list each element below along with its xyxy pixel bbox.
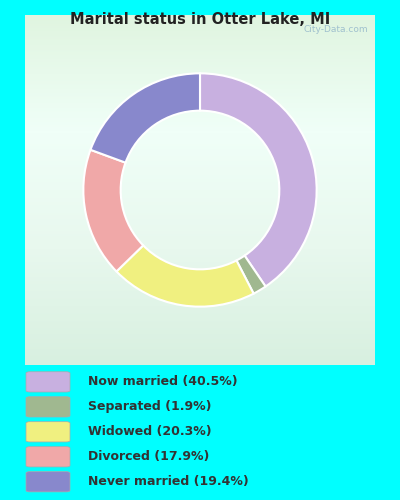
Text: City-Data.com: City-Data.com <box>303 26 368 35</box>
Wedge shape <box>236 256 266 294</box>
FancyBboxPatch shape <box>26 422 70 442</box>
Wedge shape <box>90 74 200 162</box>
Text: Now married (40.5%): Now married (40.5%) <box>88 374 238 388</box>
FancyBboxPatch shape <box>26 446 70 467</box>
Text: Never married (19.4%): Never married (19.4%) <box>88 474 249 488</box>
Text: Separated (1.9%): Separated (1.9%) <box>88 400 212 412</box>
Text: Widowed (20.3%): Widowed (20.3%) <box>88 424 212 438</box>
FancyBboxPatch shape <box>26 472 70 492</box>
Wedge shape <box>116 246 254 306</box>
FancyBboxPatch shape <box>26 372 70 392</box>
FancyBboxPatch shape <box>26 396 70 417</box>
Text: Marital status in Otter Lake, MI: Marital status in Otter Lake, MI <box>70 12 330 28</box>
Wedge shape <box>200 74 317 286</box>
Text: Divorced (17.9%): Divorced (17.9%) <box>88 450 209 462</box>
Wedge shape <box>83 150 143 272</box>
